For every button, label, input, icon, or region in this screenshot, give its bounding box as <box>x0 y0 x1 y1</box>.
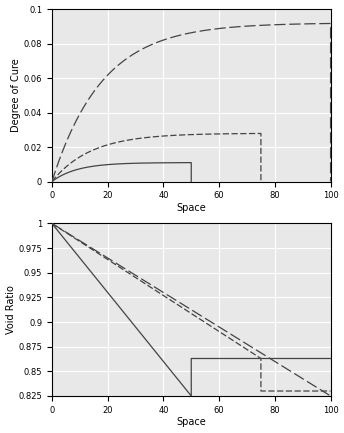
X-axis label: Space: Space <box>176 417 206 427</box>
Y-axis label: Degree of Cure: Degree of Cure <box>11 58 21 132</box>
X-axis label: Space: Space <box>176 203 206 213</box>
Y-axis label: Void Ratio: Void Ratio <box>6 285 15 334</box>
